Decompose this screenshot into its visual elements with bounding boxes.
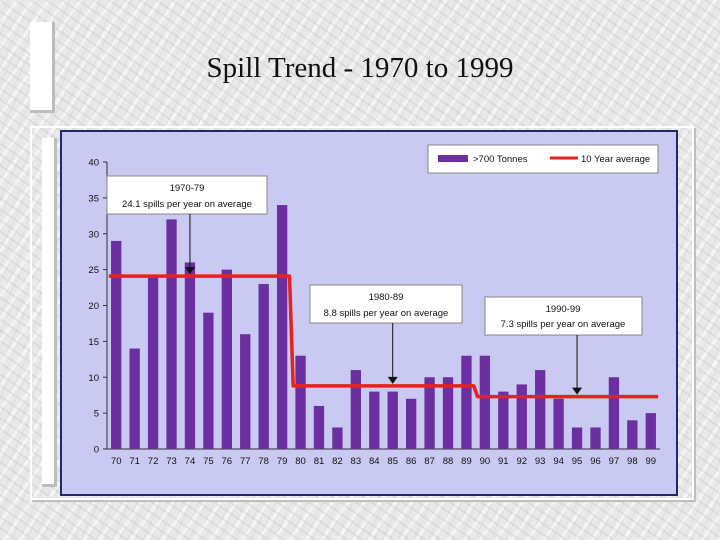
annotation-1990s: 1990-99 7.3 spills per year on average [484,296,643,395]
bar-77 [240,334,251,449]
bar-74 [184,262,196,449]
y-tick-label: 30 [88,229,99,240]
bar-84 [369,391,380,449]
x-tick-label: 96 [590,456,601,467]
annotation-box-1970s [106,175,268,215]
x-tick-label: 70 [111,456,122,467]
bar-86 [405,398,417,449]
y-tick-label: 10 [88,373,99,384]
y-tick-label: 20 [88,301,99,312]
bar-70 [111,240,122,449]
x-tick-label: 97 [609,456,620,467]
legend-label-line: 10 Year average [581,154,650,165]
annotation-box-1990s [484,296,643,336]
y-tick-label: 25 [88,265,99,276]
annotation-title-1970s: 1970-79 [170,183,205,194]
x-tick-label: 82 [332,456,343,467]
annotation-arrowhead-1980s [387,376,398,384]
slide-decoration-frame [30,126,694,500]
legend-label-bars: >700 Tonnes [473,154,528,165]
x-tick-label: 94 [553,456,564,467]
x-tick-label: 75 [203,456,214,467]
annotation-arrowhead-1970s [184,267,195,275]
bar-73 [166,219,177,449]
bar-91 [498,391,509,449]
bar-80 [295,355,306,449]
x-tick-label: 95 [572,456,583,467]
x-tick-label: 85 [387,456,398,467]
x-tick-label: 87 [424,456,435,467]
y-ticks: 0 5 10 15 20 25 30 35 40 [88,158,107,456]
slide-decoration-inner [42,138,57,487]
x-ticks: 70 71 72 73 74 75 76 77 78 79 80 81 82 83 84 85 86 87 88 89… [111,456,656,467]
x-tick-label: 76 [222,456,233,467]
x-tick-label: 88 [443,456,454,467]
annotation-1980s: 1980-89 8.8 spills per year on average [309,284,463,384]
bar-92 [516,384,527,449]
x-tick-label: 72 [148,456,159,467]
bar-97 [608,377,620,449]
y-tick-label: 40 [88,158,99,169]
x-tick-label: 84 [369,456,380,467]
bar-75 [203,312,214,449]
annotation-box-1980s [309,284,463,324]
x-tick-label: 92 [516,456,527,467]
bar-87 [424,377,435,449]
legend-swatch-bars [438,155,468,162]
x-tick-label: 91 [498,456,509,467]
x-tick-label: 71 [129,456,140,467]
annotation-arrowhead-1990s [572,387,583,395]
bar-85 [387,391,398,449]
y-tick-label: 35 [88,193,99,204]
spill-trend-chart: 0 5 10 15 20 25 30 35 40 70 71 72 73 74 75 76 77 78 79 80 8… [60,130,678,496]
slide-title: Spill Trend - 1970 to 1999 [206,52,514,84]
x-tick-label: 77 [240,456,251,467]
x-tick-label: 78 [258,456,269,467]
bar-88 [442,377,454,449]
x-tick-label: 79 [277,456,288,467]
bar-78 [258,283,269,449]
x-tick-label: 86 [406,456,417,467]
y-tick-label: 0 [94,445,99,456]
annotation-1970s: 1970-79 24.1 spills per year on average [106,175,268,275]
x-tick-label: 74 [185,456,196,467]
annotation-text-1990s: 7.3 spills per year on average [501,319,626,330]
legend: >700 Tonnes 10 Year average [427,144,659,174]
x-tick-label: 73 [166,456,177,467]
bar-89 [461,355,472,449]
bar-series [111,205,656,449]
bar-71 [129,348,140,449]
annotation-title-1980s: 1980-89 [369,292,404,303]
x-tick-label: 99 [645,456,656,467]
bar-93 [535,370,546,449]
x-tick-label: 80 [295,456,306,467]
bar-79 [276,205,288,449]
bar-83 [350,370,362,449]
bar-94 [553,398,564,449]
bar-99 [645,413,656,449]
x-tick-label: 89 [461,456,472,467]
y-tick-label: 15 [88,337,99,348]
bar-98 [627,420,638,449]
y-tick-label: 5 [94,409,99,420]
annotation-text-1970s: 24.1 spills per year on average [122,199,252,210]
x-tick-label: 81 [314,456,325,467]
series-line-10-year-average [108,274,659,399]
bar-96 [590,427,601,449]
x-tick-label: 98 [627,456,638,467]
x-tick-label: 90 [480,456,491,467]
bar-81 [313,405,325,449]
bar-82 [332,427,343,449]
annotation-text-1980s: 8.8 spills per year on average [324,308,449,319]
bar-76 [221,269,232,449]
bar-90 [479,355,491,449]
bar-95 [571,427,583,449]
bar-72 [147,276,159,449]
slide-decoration-top [30,22,55,113]
annotation-title-1990s: 1990-99 [546,304,581,315]
x-tick-label: 93 [535,456,546,467]
x-tick-label: 83 [351,456,362,467]
